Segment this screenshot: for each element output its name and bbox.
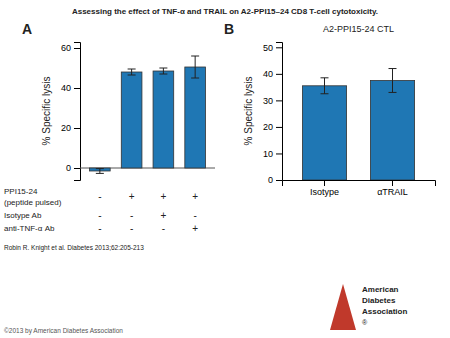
x-tick-label: αTRAIL bbox=[377, 187, 408, 197]
row-label: anti-TNF-α Ab bbox=[4, 224, 55, 233]
table-cell: + bbox=[192, 223, 198, 234]
bar bbox=[185, 67, 206, 168]
table-cell: - bbox=[98, 210, 101, 221]
x-tick: Isotype bbox=[310, 180, 339, 197]
table-cell: + bbox=[129, 191, 135, 202]
bar bbox=[302, 86, 346, 180]
y-tick: 30 bbox=[263, 96, 282, 106]
y-tick: 50 bbox=[263, 43, 282, 53]
error-bar bbox=[128, 69, 136, 75]
logo-triangle bbox=[330, 284, 356, 330]
y-tick: 20 bbox=[263, 122, 282, 132]
panel-title: A2-PPI15-24 CTL bbox=[323, 24, 394, 34]
y-axis-line bbox=[74, 43, 81, 181]
y-tick-label: 40 bbox=[263, 69, 273, 79]
table-cell: - bbox=[98, 191, 101, 202]
bar bbox=[153, 71, 174, 168]
logo-text: Association bbox=[362, 307, 407, 316]
figure: Assessing the effect of TNF-α and TRAIL … bbox=[0, 0, 450, 338]
x-tick: αTRAIL bbox=[377, 180, 408, 197]
error-bar bbox=[159, 68, 167, 74]
y-tick: 10 bbox=[263, 149, 282, 159]
y-axis: 0 10 20 30 40 50 bbox=[263, 43, 283, 186]
logo: American Diabetes Association ® bbox=[330, 284, 407, 330]
error-bar bbox=[191, 56, 199, 78]
table-cell: - bbox=[98, 223, 101, 234]
y-axis: 0 20 40 60 bbox=[61, 43, 81, 181]
y-tick-label: 0 bbox=[66, 163, 71, 173]
logo-text: Diabetes bbox=[362, 296, 396, 305]
error-bar bbox=[96, 169, 104, 174]
row-label: (peptide pulsed) bbox=[4, 198, 62, 207]
y-tick-label: 30 bbox=[263, 96, 273, 106]
footer: ©2013 by American Diabetes Association bbox=[4, 327, 123, 335]
table-cell: + bbox=[192, 191, 198, 202]
y-axis-title: % Specific lysis bbox=[41, 77, 52, 146]
y-tick-mark bbox=[276, 153, 282, 154]
table-cell: + bbox=[160, 210, 166, 221]
y-tick-label: 20 bbox=[263, 122, 273, 132]
main-title: Assessing the effect of TNF-α and TRAIL … bbox=[72, 7, 378, 16]
y-axis-line bbox=[276, 43, 283, 181]
logo-text: ® bbox=[362, 319, 368, 326]
y-tick-label: 50 bbox=[263, 43, 273, 53]
y-tick: 40 bbox=[263, 69, 282, 79]
x-tick-mark bbox=[324, 180, 325, 186]
error-bar bbox=[389, 69, 397, 93]
y-tick-mark bbox=[276, 127, 282, 128]
y-tick-mark bbox=[276, 74, 282, 75]
bar bbox=[121, 72, 142, 168]
row-label: PPI15-24 bbox=[4, 187, 38, 196]
logo-text: American bbox=[362, 285, 399, 294]
citation: Robin R. Knight et al. Diabetes 2013;62:… bbox=[4, 244, 144, 252]
y-tick-label: 20 bbox=[61, 123, 71, 133]
x-tick-mark bbox=[392, 180, 393, 186]
y-tick-mark bbox=[276, 100, 282, 101]
x-axis: Isotype αTRAIL bbox=[283, 180, 436, 197]
table-cell: + bbox=[160, 191, 166, 202]
y-tick-mark bbox=[74, 48, 80, 49]
x-axis-line bbox=[283, 181, 436, 187]
y-tick-mark bbox=[74, 168, 80, 169]
panel: 0 20 40 60 % Specific lysis A PPI15-24 (peptide… bbox=[4, 21, 215, 252]
panel-label: A bbox=[22, 21, 32, 37]
plot-area bbox=[302, 69, 414, 180]
table-cell: - bbox=[130, 210, 133, 221]
table-cell: - bbox=[193, 210, 196, 221]
y-tick: 60 bbox=[61, 43, 80, 53]
y-tick-mark bbox=[276, 47, 282, 48]
y-tick-mark bbox=[276, 180, 282, 181]
y-tick-label: 60 bbox=[61, 43, 71, 53]
y-tick-label: 40 bbox=[61, 83, 71, 93]
y-tick-label: 0 bbox=[268, 175, 273, 185]
panel-label: B bbox=[224, 21, 234, 37]
plot-area bbox=[90, 56, 206, 173]
table-cell: - bbox=[162, 223, 165, 234]
y-tick-mark bbox=[74, 88, 80, 89]
y-axis-title: % Specific lysis bbox=[243, 77, 254, 146]
y-tick: 20 bbox=[61, 123, 80, 133]
table-cell: - bbox=[130, 223, 133, 234]
y-tick: 0 bbox=[66, 163, 80, 173]
row-label: Isotype Ab bbox=[4, 211, 42, 220]
y-tick: 0 bbox=[268, 175, 282, 185]
y-tick-label: 10 bbox=[263, 149, 273, 159]
y-tick: 40 bbox=[61, 83, 80, 93]
panel: 0 10 20 30 40 50 Isotype αTRAIL % Specific lysis… bbox=[224, 21, 436, 197]
x-tick-label: Isotype bbox=[310, 187, 339, 197]
condition-table: PPI15-24 (peptide pulsed) - + + + Isotype Ab - -… bbox=[4, 187, 198, 252]
bar bbox=[370, 80, 414, 180]
y-tick-mark bbox=[74, 128, 80, 129]
error-bar bbox=[321, 78, 329, 94]
